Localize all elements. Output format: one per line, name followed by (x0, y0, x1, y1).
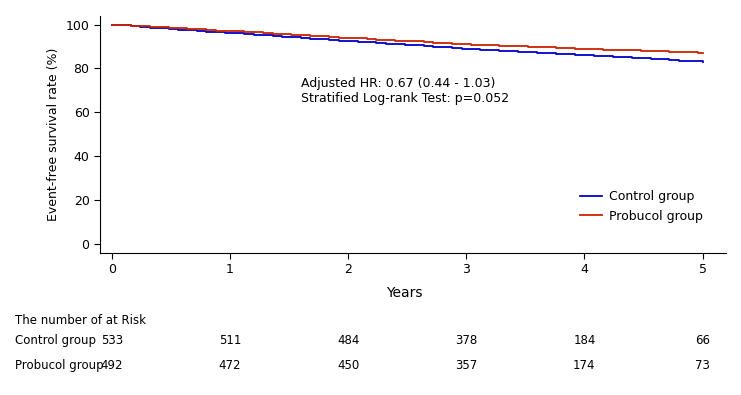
Text: 472: 472 (219, 359, 242, 372)
Legend: Control group, Probucol group: Control group, Probucol group (575, 185, 708, 228)
Text: 511: 511 (219, 334, 241, 347)
Text: 450: 450 (337, 359, 359, 372)
Text: 484: 484 (337, 334, 359, 347)
Text: Adjusted HR: 0.67 (0.44 - 1.03)
Stratified Log-rank Test: p=0.052: Adjusted HR: 0.67 (0.44 - 1.03) Stratifi… (301, 77, 509, 105)
Text: 533: 533 (101, 334, 123, 347)
Y-axis label: Event-free survival rate (%): Event-free survival rate (%) (47, 48, 60, 221)
Text: 73: 73 (695, 359, 710, 372)
Text: 357: 357 (455, 359, 477, 372)
Text: Probucol group: Probucol group (15, 359, 104, 372)
Text: The number of at Risk: The number of at Risk (15, 314, 146, 327)
Text: 174: 174 (573, 359, 596, 372)
Text: Control group: Control group (15, 334, 96, 347)
Text: Years: Years (385, 286, 422, 300)
Text: 184: 184 (574, 334, 596, 347)
Text: 492: 492 (101, 359, 123, 372)
Text: 66: 66 (695, 334, 710, 347)
Text: 378: 378 (455, 334, 477, 347)
